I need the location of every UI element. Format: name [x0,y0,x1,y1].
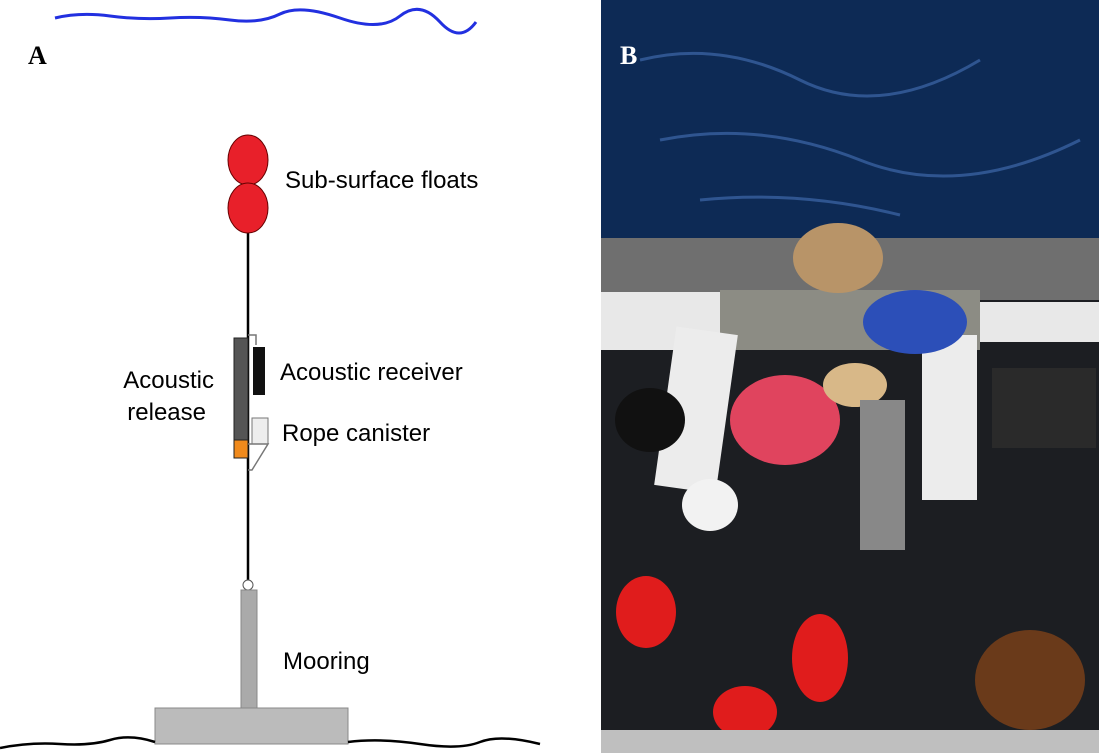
crate [992,368,1096,448]
person [730,375,840,465]
release-label: Acoustic [123,367,214,394]
waves [639,51,1081,217]
bracket [248,334,270,471]
panel-a: A Sub-surface floats Acoustic receiver A… [0,0,548,753]
floats-label: Sub-surface floats [285,167,478,194]
bench [654,326,738,494]
mooring-pole [240,589,258,709]
mooring-label: Mooring [283,648,370,675]
person [863,290,967,354]
release-end [233,439,249,459]
chain [975,630,1085,730]
acoustic-receiver [253,347,265,395]
canister-label: Rope canister [282,420,430,447]
hat [823,363,887,407]
rope-canister [251,417,269,445]
red-float [792,614,848,702]
gunwale [975,302,1099,342]
person [793,223,883,293]
receiver-label: Acoustic receiver [280,359,463,386]
drum [615,388,685,452]
acoustic-release [233,337,249,443]
red-float [713,686,777,738]
mooring-base [154,707,349,745]
panel-b-photo: B [601,0,1099,753]
instrument [860,400,905,550]
red-float [616,576,676,648]
panel-label: A [28,41,47,70]
rail [601,730,1099,753]
ocean [601,0,1099,245]
panel-a-background [0,0,548,753]
seabed [0,736,541,750]
float [227,134,269,186]
panel-label: B [620,41,637,70]
sea-surface [54,7,478,35]
shackle [242,579,254,591]
release-label: release [127,399,206,426]
float [227,182,269,234]
bench [922,335,977,500]
bucket [682,479,738,531]
